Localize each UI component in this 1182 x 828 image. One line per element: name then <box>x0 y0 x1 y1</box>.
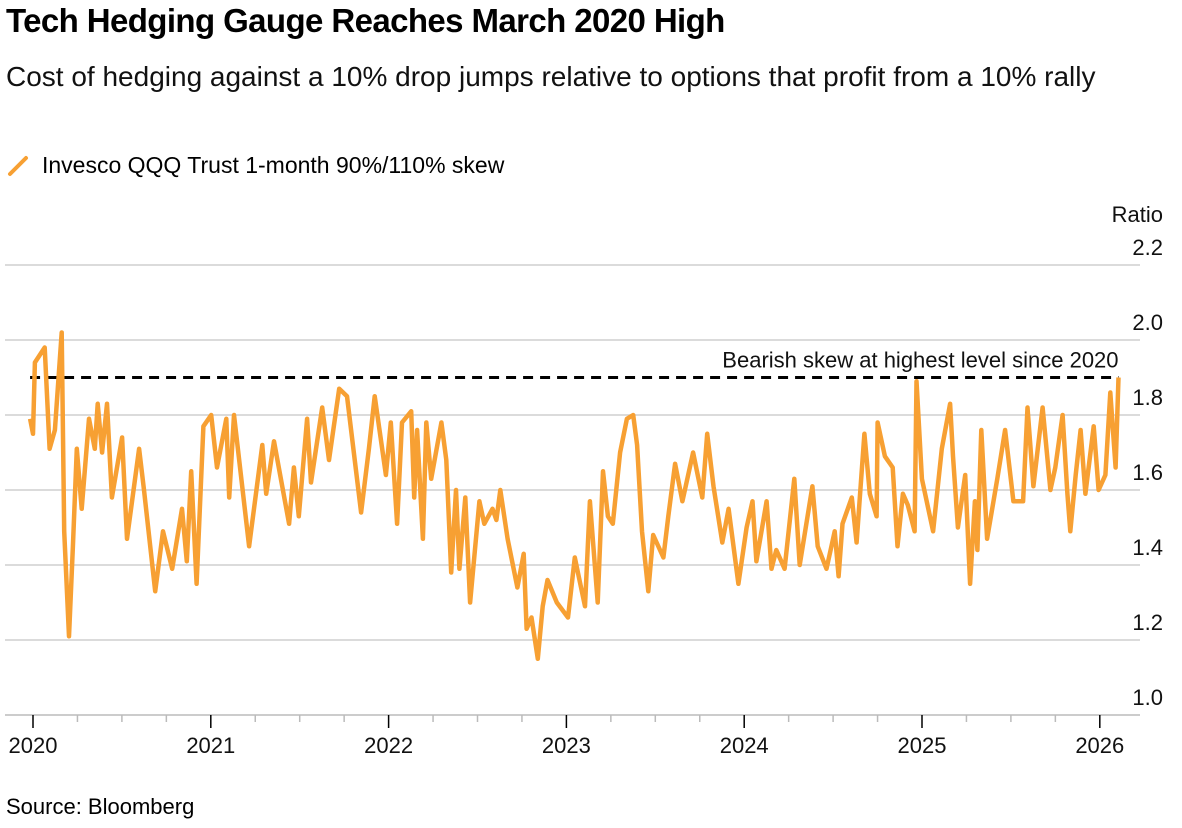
y-tick-label: 1.0 <box>1132 685 1163 710</box>
x-tick-label: 2021 <box>186 733 235 758</box>
legend: Invesco QQQ Trust 1-month 90%/110% skew <box>6 152 504 179</box>
y-axis-label: Ratio <box>1112 202 1163 227</box>
x-tick-label: 2024 <box>720 733 769 758</box>
source-note: Source: Bloomberg <box>6 794 195 819</box>
legend-line-icon <box>8 155 28 176</box>
series-line <box>27 330 1121 662</box>
x-tick-label: 2022 <box>364 733 413 758</box>
y-tick-label: 2.2 <box>1132 235 1163 260</box>
y-tick-label: 2.0 <box>1132 310 1163 335</box>
y-tick-label: 1.8 <box>1132 385 1163 410</box>
y-tick-label: 1.6 <box>1132 460 1163 485</box>
x-tick-label: 2023 <box>542 733 591 758</box>
chart-subtitle: Cost of hedging against a 10% drop jumps… <box>6 61 1096 92</box>
y-tick-label: 1.2 <box>1132 610 1163 635</box>
y-tick-label: 1.4 <box>1132 535 1163 560</box>
legend-series-label: Invesco QQQ Trust 1-month 90%/110% skew <box>42 152 505 178</box>
x-tick-label: 2025 <box>898 733 947 758</box>
annotation-text: Bearish skew at highest level since 2020 <box>722 348 1118 373</box>
chart-title: Tech Hedging Gauge Reaches March 2020 Hi… <box>6 2 725 39</box>
x-tick-label: 2020 <box>9 733 58 758</box>
x-tick-label: 2026 <box>1075 733 1124 758</box>
